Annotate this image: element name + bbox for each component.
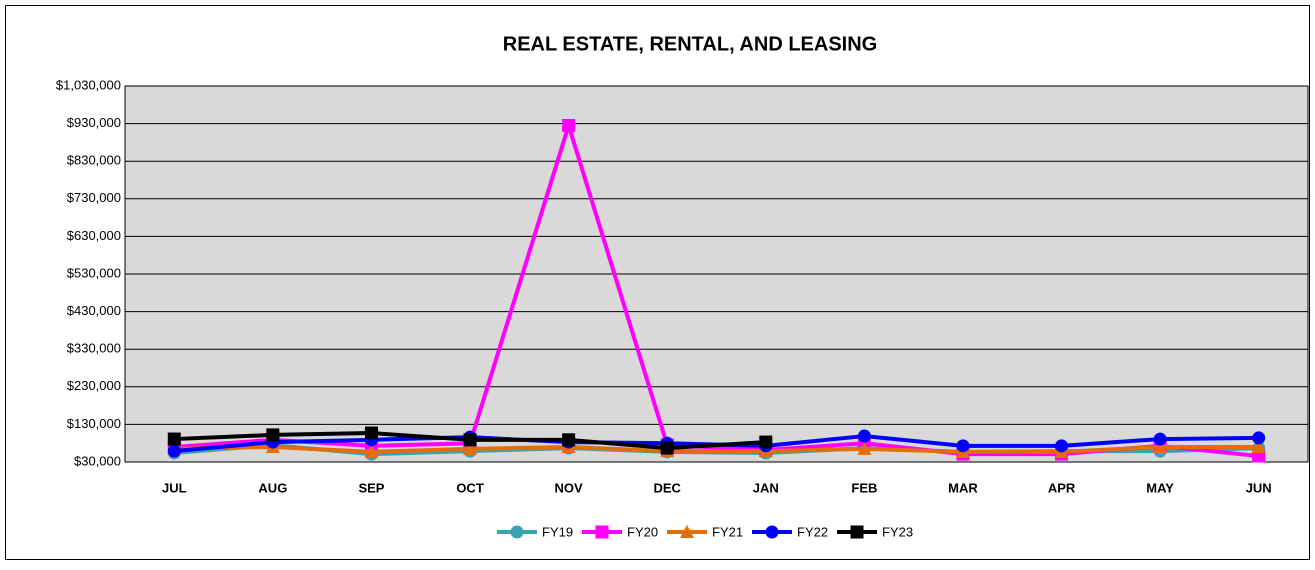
marker (510, 525, 524, 539)
legend-label: FY20 (627, 524, 658, 539)
x-tick-label: JAN (753, 480, 779, 495)
marker (595, 525, 609, 539)
y-tick-label: $30,000 (74, 453, 121, 468)
y-tick-label: $330,000 (67, 341, 121, 356)
marker (850, 525, 864, 539)
x-tick-label: AUG (258, 480, 287, 495)
legend-label: FY19 (542, 524, 573, 539)
y-tick-label: $1,030,000 (56, 77, 121, 92)
chart-title: REAL ESTATE, RENTAL, AND LEASING (503, 33, 877, 55)
y-tick-label: $730,000 (67, 190, 121, 205)
marker (680, 525, 694, 538)
marker (266, 428, 280, 442)
marker (1153, 439, 1168, 453)
marker (562, 118, 576, 132)
y-tick-label: $930,000 (67, 115, 121, 130)
marker (1055, 439, 1069, 453)
marker (167, 444, 181, 458)
x-tick-label: MAR (948, 480, 978, 495)
y-tick-label: $530,000 (67, 265, 121, 280)
marker (857, 441, 872, 455)
x-tick-label: NOV (555, 480, 584, 495)
legend-label: FY23 (882, 524, 913, 539)
marker (759, 435, 773, 449)
marker (562, 433, 576, 447)
x-tick-label: JUL (162, 480, 187, 495)
marker (956, 439, 970, 453)
series-line (174, 444, 1259, 454)
legend-label: FY21 (712, 524, 743, 539)
x-tick-label: APR (1048, 480, 1076, 495)
marker (463, 433, 477, 447)
marker (765, 525, 779, 539)
marker (167, 432, 181, 446)
marker (1252, 431, 1266, 445)
y-tick-label: $630,000 (67, 228, 121, 243)
marker (364, 444, 379, 458)
y-tick-label: $430,000 (67, 303, 121, 318)
marker (857, 429, 871, 443)
x-tick-label: MAY (1146, 480, 1174, 495)
marker (364, 426, 378, 440)
x-tick-label: DEC (653, 480, 681, 495)
y-tick-label: $230,000 (67, 378, 121, 393)
x-tick-label: JUN (1246, 480, 1272, 495)
x-tick-label: SEP (358, 480, 384, 495)
y-tick-label: $830,000 (67, 153, 121, 168)
marker (1153, 432, 1167, 446)
legend-label: FY22 (797, 524, 828, 539)
x-tick-label: FEB (851, 480, 877, 495)
marker (660, 441, 674, 455)
x-tick-label: OCT (456, 480, 484, 495)
marker (1251, 439, 1266, 453)
y-tick-label: $130,000 (67, 416, 121, 431)
marker (463, 441, 478, 455)
